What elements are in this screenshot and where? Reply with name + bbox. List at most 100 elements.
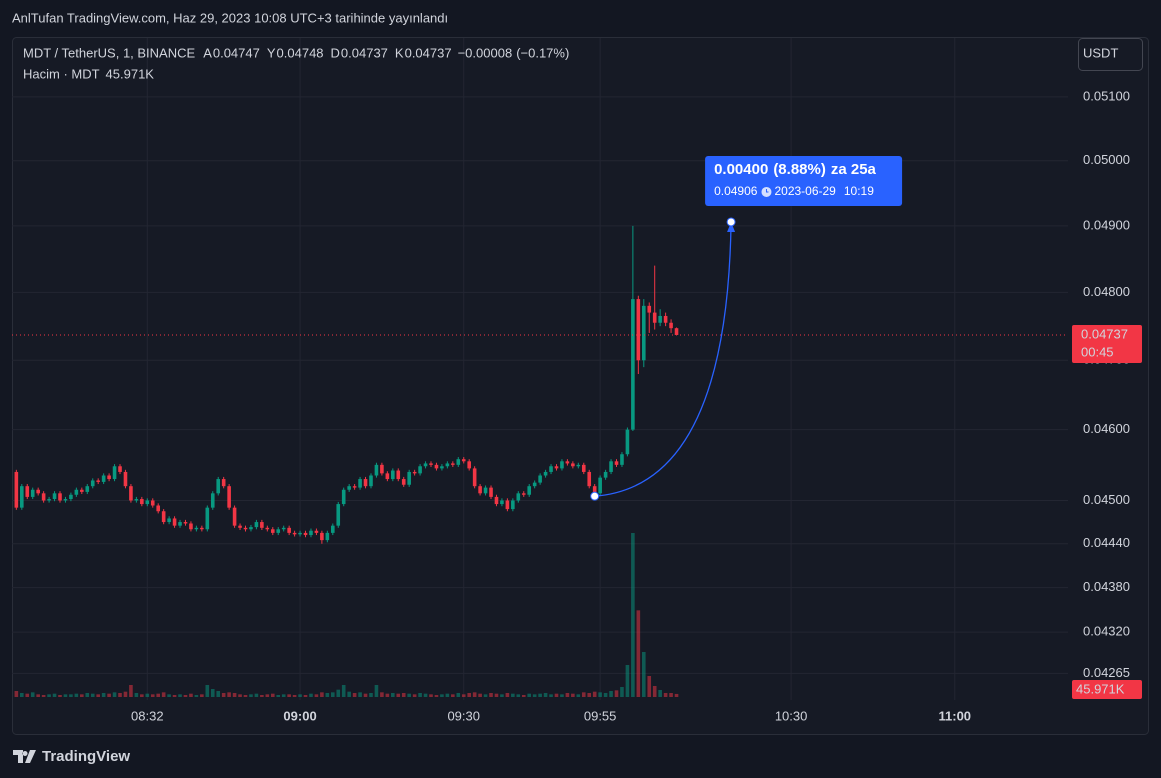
volume-bar — [527, 693, 532, 697]
candle-body — [396, 470, 401, 480]
volume-bar — [483, 694, 488, 697]
volume-bar — [281, 694, 286, 697]
plot-area — [12, 38, 1068, 700]
currency-button[interactable] — [1078, 38, 1143, 71]
volume-bar — [325, 693, 330, 697]
candle-body — [270, 529, 275, 533]
volume-bar — [101, 693, 106, 697]
candle-body — [489, 487, 493, 497]
volume-bar — [461, 694, 466, 697]
x-tick-label: 08:32 — [131, 708, 164, 723]
candle-body — [238, 525, 242, 528]
volume-bar — [374, 685, 379, 697]
candle-body — [156, 505, 161, 512]
candle-body — [560, 461, 564, 469]
x-tick-label: 09:00 — [283, 708, 316, 723]
candle-body — [74, 489, 79, 495]
candle-body — [129, 486, 133, 501]
candle-body — [276, 529, 281, 533]
candle-body — [52, 493, 57, 500]
candle-body — [532, 482, 537, 487]
candle-body — [189, 523, 193, 530]
volume-bar — [467, 693, 471, 697]
candle-body — [25, 486, 30, 497]
volume-bar — [314, 694, 319, 697]
x-tick-label: 09:55 — [584, 708, 617, 723]
volume-bar — [641, 652, 646, 697]
candle-body — [309, 530, 313, 536]
candle-body — [341, 489, 346, 505]
y-tick-label: 0.04320 — [1083, 624, 1130, 639]
projection-curve — [594, 221, 732, 497]
volume-bar — [254, 693, 259, 697]
volume-bar — [521, 695, 526, 697]
volume-bar — [210, 689, 215, 697]
x-tick-label: 10:30 — [775, 708, 808, 723]
volume-bar — [172, 695, 177, 697]
y-tick-label: 0.05100 — [1083, 88, 1130, 103]
candle-body — [210, 493, 215, 508]
candle-body — [505, 500, 510, 510]
candle-body — [314, 530, 319, 533]
y-tick-label: 0.04900 — [1083, 217, 1130, 232]
candle-body — [456, 459, 461, 465]
volume-bar — [423, 693, 428, 697]
volume-bar — [532, 694, 537, 697]
change: −0.00008 — [458, 45, 513, 60]
candle-body — [172, 518, 177, 526]
candle-body — [445, 463, 450, 467]
volume-bar — [270, 693, 275, 697]
clock-hands — [765, 188, 769, 193]
candle-body — [494, 496, 499, 505]
candle-body — [385, 473, 390, 480]
volume-bar — [227, 692, 231, 697]
volume-bar — [674, 693, 679, 697]
candle-body — [20, 486, 24, 508]
candle-body — [227, 486, 231, 508]
volume-bar — [90, 693, 95, 697]
volume-bar — [587, 693, 592, 697]
volume-bar — [592, 691, 597, 697]
volume-bar — [347, 691, 351, 697]
candle-body — [216, 479, 221, 494]
candle-body — [287, 527, 291, 533]
candle-body — [47, 499, 51, 501]
candle-body — [538, 475, 542, 483]
currency-label[interactable]: USDT — [1083, 45, 1118, 60]
y-tick-label: 0.04265 — [1083, 665, 1130, 680]
candle-body — [467, 461, 471, 469]
volume-bar — [620, 687, 624, 697]
projection-date: 2023-06-29 — [774, 184, 836, 198]
footer-logo — [13, 750, 36, 763]
volume-tag-value: 45.971K — [1076, 681, 1125, 696]
volume-bar — [287, 694, 291, 697]
y-tick-label: 0.04500 — [1083, 492, 1130, 507]
candle-body — [363, 479, 368, 487]
candle-body — [265, 527, 270, 530]
volume-bar — [249, 694, 253, 697]
volume-bar — [631, 533, 635, 697]
volume-bar — [369, 693, 373, 697]
volume-bar — [412, 694, 417, 697]
candle-body — [412, 471, 417, 474]
volume-bar — [303, 695, 308, 697]
candle-body — [478, 486, 482, 494]
volume-bar — [276, 695, 281, 697]
candle-body — [161, 511, 166, 523]
candle-body — [320, 532, 324, 541]
candle-body — [641, 305, 646, 361]
candle-body — [663, 315, 668, 323]
volume-bar — [363, 693, 368, 697]
candle-body — [429, 463, 433, 465]
candle-body — [254, 522, 259, 528]
candle-body — [69, 494, 73, 500]
volume-bar — [118, 693, 122, 697]
candle-body — [543, 471, 548, 476]
volume-bar — [352, 693, 357, 697]
volume-bar — [429, 694, 433, 697]
candle-body — [112, 466, 117, 480]
candle-body — [336, 504, 341, 526]
candle-body — [554, 466, 559, 469]
volume-bar — [161, 692, 166, 697]
candle-body — [330, 525, 335, 533]
